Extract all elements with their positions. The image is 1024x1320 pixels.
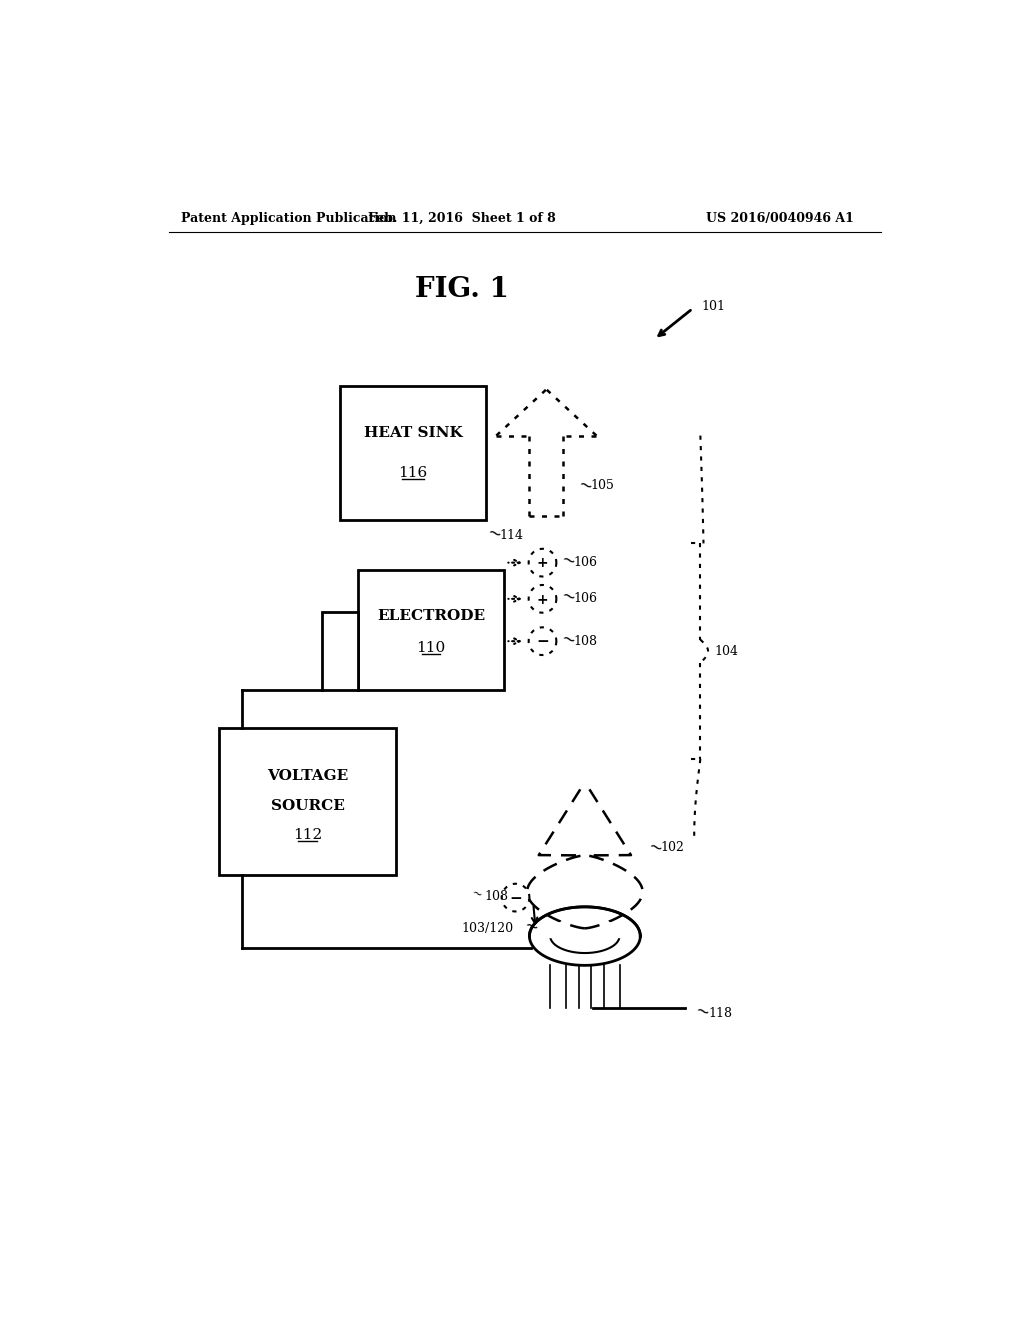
Text: Patent Application Publication: Patent Application Publication <box>180 213 396 224</box>
Text: +: + <box>537 593 548 607</box>
Text: ~: ~ <box>558 550 578 572</box>
Text: −: − <box>537 635 549 649</box>
Text: FIG. 1: FIG. 1 <box>415 276 509 302</box>
Text: SOURCE: SOURCE <box>270 799 345 813</box>
Text: 105: 105 <box>590 479 614 492</box>
Text: 106: 106 <box>573 593 597 606</box>
Bar <box>357 570 504 689</box>
Text: 101: 101 <box>701 300 726 313</box>
Text: US 2016/0040946 A1: US 2016/0040946 A1 <box>707 213 854 224</box>
Text: 103/120: 103/120 <box>462 921 514 935</box>
Text: 108: 108 <box>573 635 597 648</box>
Text: −: − <box>509 891 522 906</box>
Text: 104: 104 <box>714 644 738 657</box>
Bar <box>322 612 357 689</box>
Text: ~: ~ <box>521 916 541 937</box>
Text: 116: 116 <box>398 466 428 480</box>
Text: 102: 102 <box>660 841 684 854</box>
Text: ~: ~ <box>692 1001 712 1023</box>
Text: HEAT SINK: HEAT SINK <box>364 426 463 440</box>
Bar <box>219 729 396 874</box>
Text: Feb. 11, 2016  Sheet 1 of 8: Feb. 11, 2016 Sheet 1 of 8 <box>368 213 556 224</box>
Text: ~: ~ <box>575 475 595 496</box>
Bar <box>340 385 486 520</box>
Text: 114: 114 <box>500 529 523 543</box>
Text: ~: ~ <box>558 586 578 609</box>
Text: 108: 108 <box>484 890 509 903</box>
Text: ~: ~ <box>484 523 504 545</box>
Text: VOLTAGE: VOLTAGE <box>267 770 348 784</box>
Text: +: + <box>537 557 548 570</box>
Text: 110: 110 <box>416 642 445 655</box>
Text: 118: 118 <box>708 1007 732 1020</box>
Text: 112: 112 <box>293 828 323 842</box>
Text: ~: ~ <box>558 628 578 651</box>
Text: ~: ~ <box>469 887 483 903</box>
Text: ~: ~ <box>645 837 665 858</box>
Text: 106: 106 <box>573 556 597 569</box>
Text: ELECTRODE: ELECTRODE <box>377 609 485 623</box>
